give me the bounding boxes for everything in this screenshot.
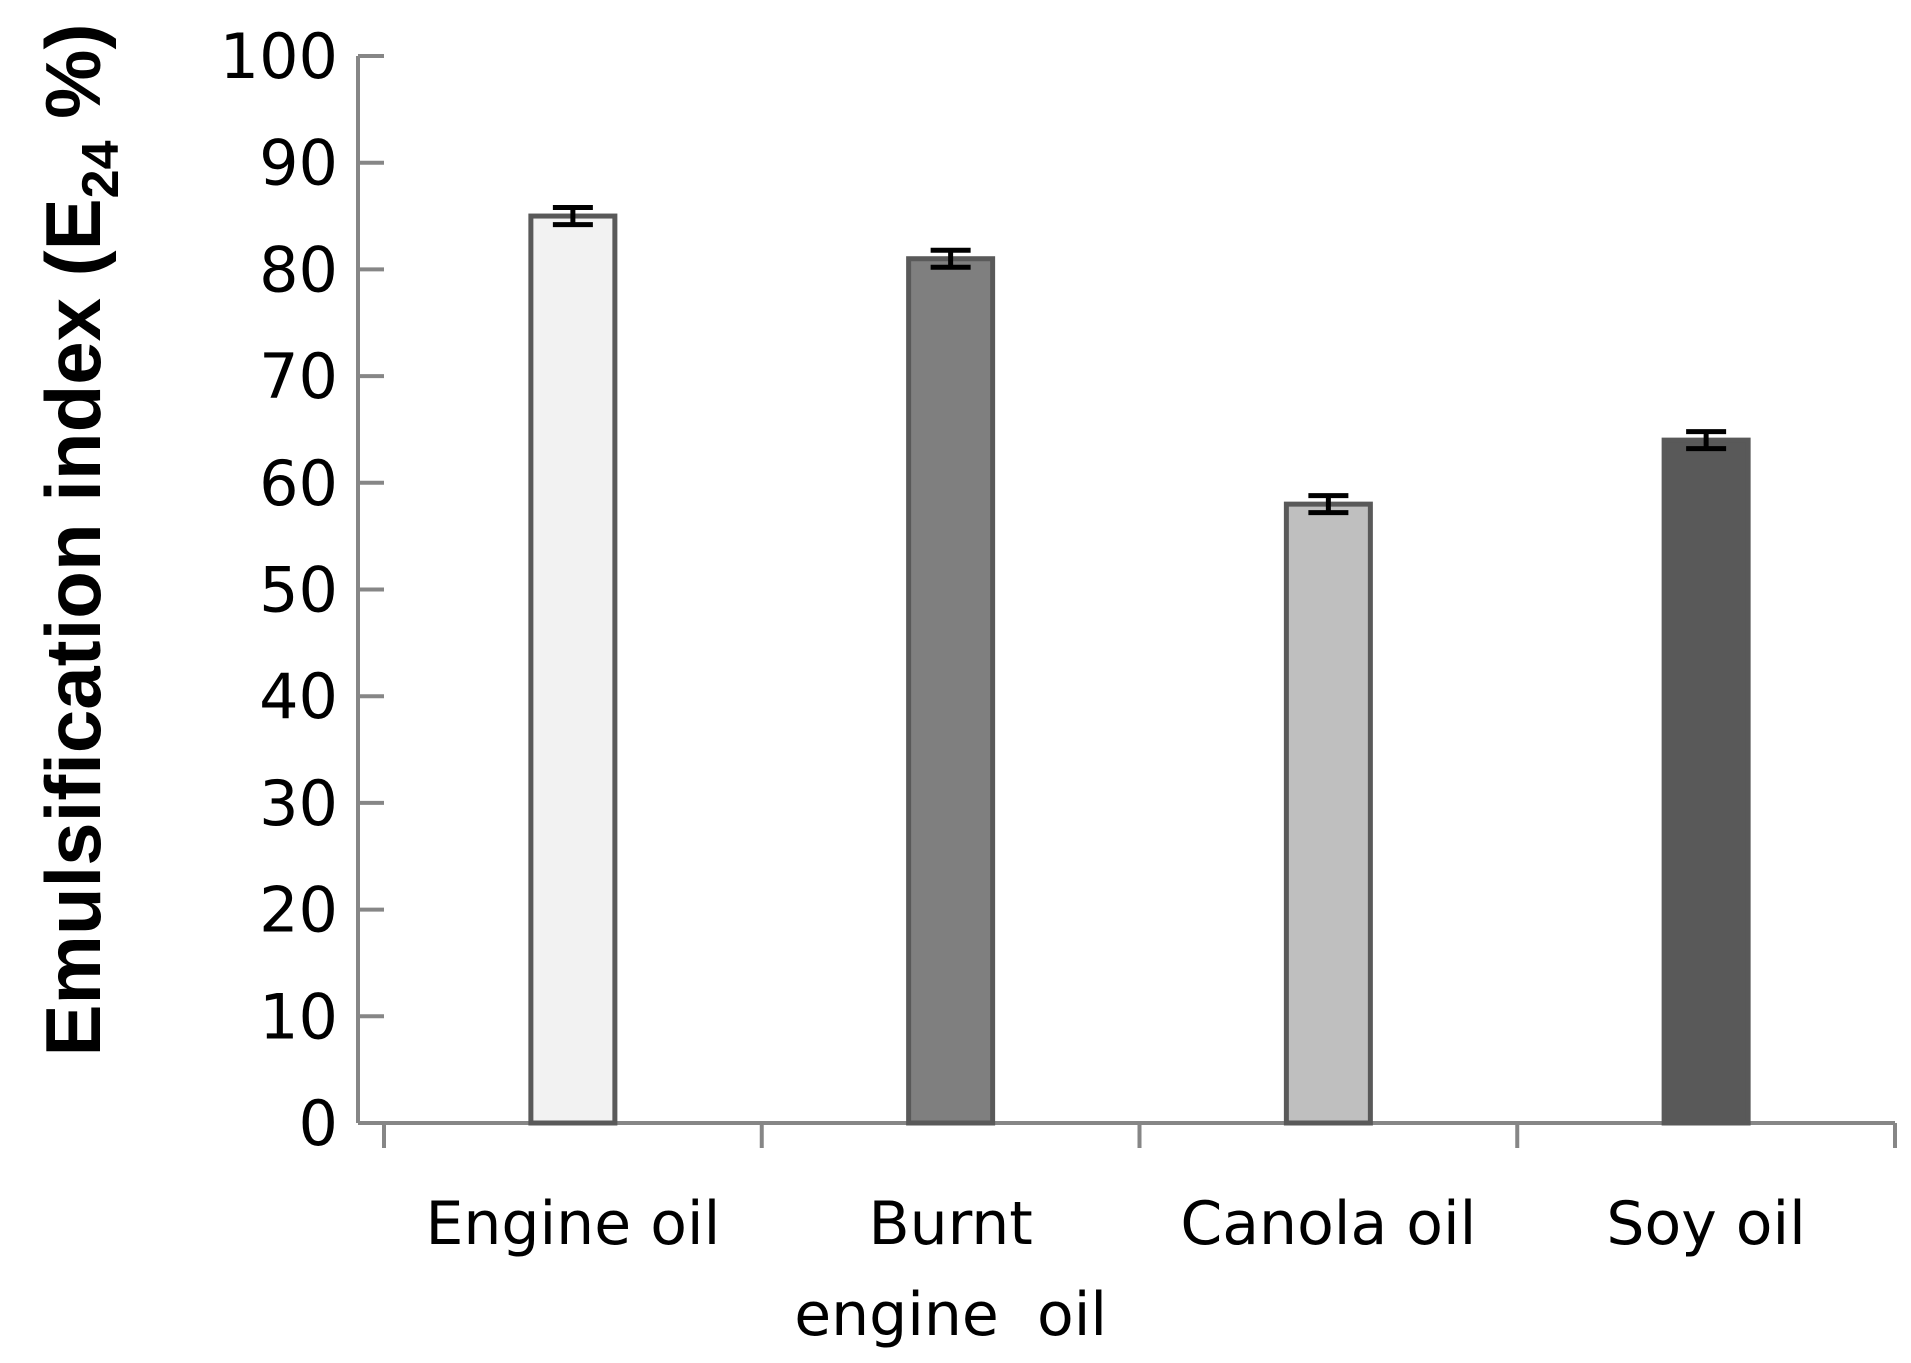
y-tick-label: 90 xyxy=(259,127,338,200)
y-tick-label: 10 xyxy=(259,980,338,1053)
y-axis-title-main: Emulsification index (E xyxy=(29,198,117,1056)
bars xyxy=(528,213,1751,1126)
bar xyxy=(1283,501,1373,1126)
x-category-label: Engine oil xyxy=(425,1189,720,1259)
bar xyxy=(528,213,618,1126)
y-axis-title: Emulsification index (E24 %) xyxy=(29,24,130,1057)
y-tick-label: 0 xyxy=(299,1087,338,1160)
bar xyxy=(906,256,996,1126)
y-axis-label: Emulsification index (E24 %) xyxy=(29,24,130,1057)
bar xyxy=(1661,437,1751,1126)
y-tick-label: 40 xyxy=(259,660,338,733)
x-category-label: Soy oil xyxy=(1606,1189,1805,1259)
x-category-labels: Engine oil Burnt engine oil Canola oil Soy o… xyxy=(425,1189,1805,1350)
y-tick-label: 80 xyxy=(259,233,338,306)
x-category-label: Burnt xyxy=(868,1189,1032,1259)
y-tick-label: 30 xyxy=(259,767,338,840)
y-tick-label: 100 xyxy=(220,20,338,93)
x-category-label: engine oil xyxy=(794,1280,1107,1350)
y-axis-title-tail: %) xyxy=(29,24,117,141)
y-tick-label: 70 xyxy=(259,340,338,413)
y-tick-label: 60 xyxy=(259,447,338,520)
y-axis-title-subscript: 24 xyxy=(72,140,130,198)
error-bars xyxy=(552,205,1727,516)
x-category-label: Canola oil xyxy=(1180,1189,1476,1259)
y-tick-label: 20 xyxy=(259,874,338,947)
y-tick-labels: 0 10 20 30 40 50 60 70 80 90 100 xyxy=(220,20,338,1160)
y-tick-label: 50 xyxy=(259,554,338,627)
